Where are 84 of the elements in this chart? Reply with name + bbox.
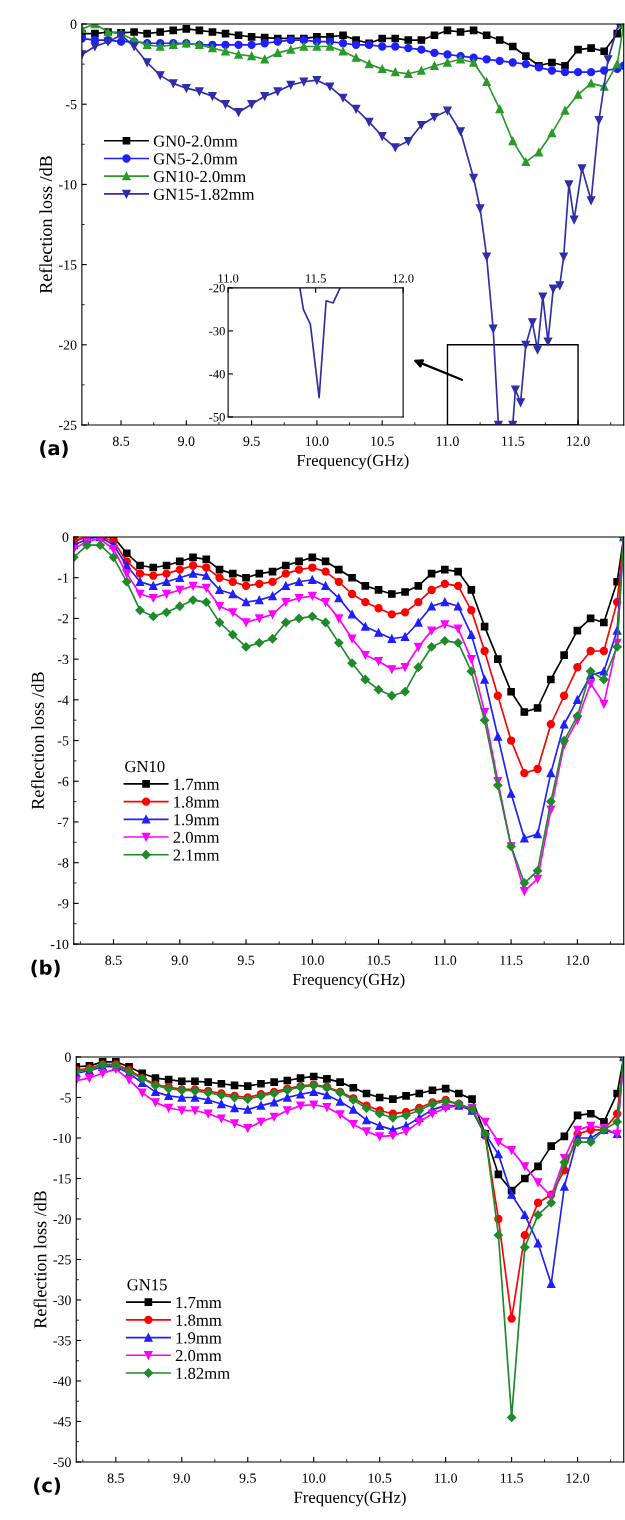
x-axis-title: Frequency(GHz): [296, 454, 409, 470]
legend-label: 1.7mm: [176, 1296, 222, 1309]
y-tick-label: -50: [53, 1457, 71, 1467]
legend-label: GN5-2.0mm: [153, 153, 238, 165]
x-tick-label: 10.5: [367, 955, 391, 966]
y-axis-title: Reflection loss /dB: [31, 672, 44, 810]
legend-label: 1.9mm: [176, 1332, 222, 1344]
y-tick-label: -15: [59, 260, 77, 270]
y-tick-label: -10: [59, 179, 77, 190]
y-tick-label: -25: [59, 420, 77, 430]
y-tick-label: -5: [65, 99, 77, 110]
x-tick-label: 9.0: [171, 955, 188, 966]
y-tick-label: -20: [53, 1214, 71, 1224]
x-tick-label: 8.5: [105, 955, 122, 966]
legend-label: 2.0mm: [173, 831, 220, 844]
y-tick-label: -5: [60, 1093, 71, 1103]
x-tick-label: 11.0: [218, 274, 239, 283]
x-tick-label: 10.0: [302, 1473, 326, 1483]
legend-title: GN10: [125, 760, 165, 773]
x-axis-title: Frequency(GHz): [294, 1491, 406, 1507]
x-tick-label: 12.0: [566, 1473, 590, 1483]
x-tick-label: 10.5: [371, 436, 394, 446]
y-tick-label: -35: [53, 1336, 71, 1346]
y-tick-label: -40: [53, 1376, 71, 1386]
y-axis-title: Reflection loss /dB: [33, 1191, 47, 1329]
y-tick-label: -10: [53, 1133, 71, 1143]
x-axis-title: Frequency(GHz): [292, 973, 405, 989]
text: (c): [34, 1477, 61, 1495]
x-tick-label: 11.0: [436, 436, 459, 446]
x-tick-label: 11.0: [434, 1473, 458, 1483]
legend-label: 1.82mm: [176, 1367, 230, 1380]
y-tick-label: -20: [59, 340, 77, 350]
x-tick-label: 12.0: [393, 274, 414, 283]
x-tick-label: 8.5: [107, 1473, 124, 1483]
x-tick-label: 9.5: [237, 955, 255, 966]
x-tick-label: 9.0: [173, 1473, 190, 1483]
x-tick-label: 8.5: [112, 436, 130, 446]
x-tick-label: 12.0: [566, 955, 589, 966]
legend-title: GN15: [127, 1279, 167, 1291]
x-tick-label: 11.5: [500, 955, 523, 966]
x-tick-label: 10.5: [368, 1473, 392, 1483]
legend-label: GN0-2.0mm: [153, 135, 238, 147]
y-tick-label: -30: [209, 326, 225, 336]
text: (b): [31, 959, 60, 978]
y-tick-label: -7: [57, 817, 69, 827]
y-tick-label: -2: [57, 614, 69, 624]
x-tick-label: 9.5: [239, 1473, 256, 1483]
y-tick-label: 0: [70, 19, 77, 29]
legend-label: 1.7mm: [174, 778, 220, 790]
x-tick-label: 11.5: [502, 436, 525, 446]
y-axis-title: Reflection loss /dB: [39, 156, 53, 294]
x-tick-label: 11.5: [500, 1473, 523, 1483]
x-tick-label: 11.0: [434, 955, 457, 966]
legend-label: 2.0mm: [175, 1350, 222, 1362]
x-tick-label: 11.5: [306, 274, 326, 283]
y-tick-label: -50: [209, 412, 225, 422]
y-tick-label: -40: [209, 369, 225, 379]
y-tick-label: 0: [64, 1052, 71, 1062]
y-tick-label: -25: [53, 1255, 71, 1265]
y-tick-label: -6: [57, 776, 69, 787]
x-tick-label: 10.0: [301, 955, 324, 966]
y-tick-label: -45: [53, 1417, 71, 1427]
x-tick-label: 9.0: [178, 436, 195, 446]
y-tick-label: -5: [57, 736, 69, 746]
legend-label: 1.9mm: [174, 814, 220, 826]
y-tick-label: -8: [57, 858, 69, 868]
legend-label: 1.8mm: [176, 1314, 222, 1326]
y-tick-label: -1: [57, 573, 69, 583]
y-tick-label: 0: [62, 532, 69, 542]
y-tick-label: -10: [50, 939, 69, 950]
x-tick-label: 10.0: [305, 436, 329, 446]
x-tick-label: 9.5: [243, 436, 260, 446]
y-tick-label: -30: [53, 1295, 71, 1305]
y-tick-label: -4: [57, 695, 69, 705]
x-tick-label: 12.0: [567, 436, 590, 446]
y-tick-label: -15: [53, 1174, 71, 1184]
y-tick-label: -9: [57, 898, 69, 909]
legend-label: 1.8mm: [174, 796, 220, 808]
text: (a): [40, 440, 68, 458]
legend-label: 2.1mm: [173, 849, 220, 861]
y-tick-label: -20: [209, 283, 225, 293]
y-tick-label: -3: [57, 654, 69, 665]
legend-label: GN10-2.0mm: [153, 170, 246, 183]
legend-label: GN15-1.82mm: [153, 188, 255, 200]
